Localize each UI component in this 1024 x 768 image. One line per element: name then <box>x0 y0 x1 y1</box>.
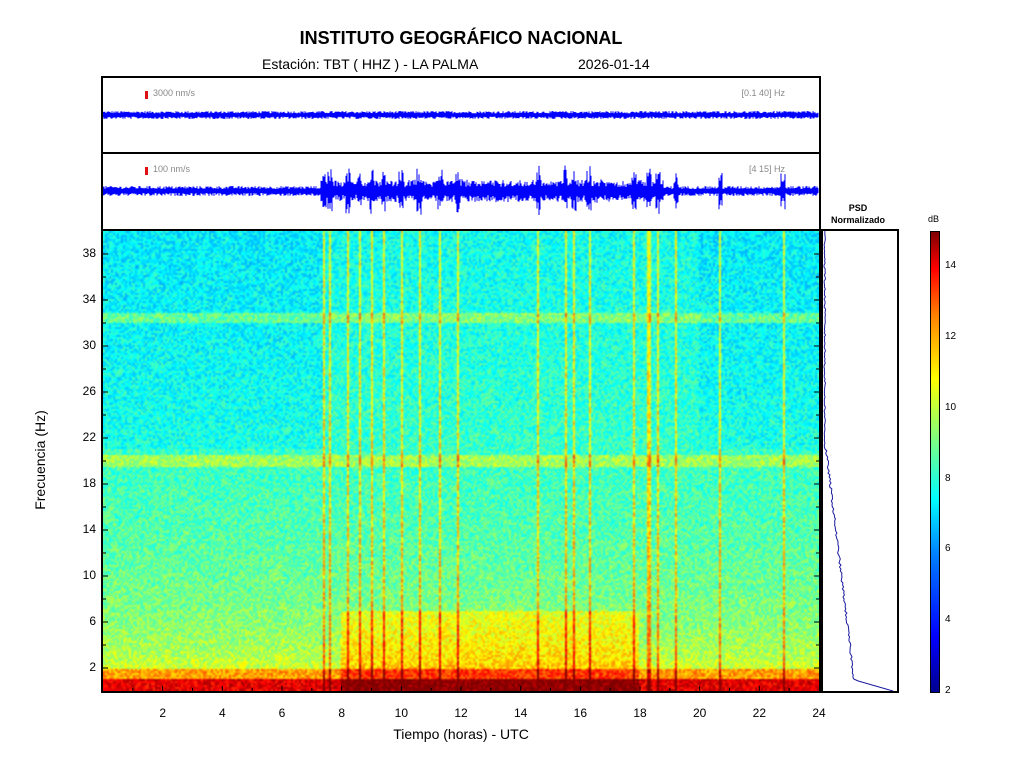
date-label: 2026-01-14 <box>578 56 650 72</box>
scale-bar-marker <box>145 167 148 175</box>
spectrogram-heatmap <box>103 231 819 691</box>
colorbar-tick-label: 6 <box>945 543 951 555</box>
x-tick-label: 24 <box>812 706 826 720</box>
y-tick-label: 34 <box>82 292 96 306</box>
psd-curve <box>823 231 894 691</box>
waveform-path <box>103 111 819 119</box>
colorbar-unit: dB <box>928 214 940 224</box>
colorbar-tick-label: 2 <box>945 685 951 696</box>
trace-band-label: [0.1 40] Hz <box>741 88 785 98</box>
colorbar-tick-label: 8 <box>945 472 951 484</box>
x-tick-label: 8 <box>338 706 345 720</box>
y-axis-label: Frecuencia (Hz) <box>32 410 48 510</box>
x-tick-label: 10 <box>394 706 408 720</box>
x-axis-label: Tiempo (horas) - UTC <box>393 726 529 742</box>
waveform-path <box>103 165 819 215</box>
y-tick-label: 10 <box>82 568 96 582</box>
x-tick-label: 18 <box>633 706 647 720</box>
x-tick-label: 6 <box>278 706 286 720</box>
psd-panel <box>821 229 899 693</box>
psd-title: PSD Normalizado <box>815 202 901 226</box>
x-tick-label: 14 <box>513 706 528 720</box>
colorbar-tick-label: 10 <box>945 401 957 413</box>
x-tick-label: 22 <box>752 706 766 720</box>
colorbar-tick-label: 14 <box>945 260 957 272</box>
page-title: INSTITUTO GEOGRÁFICO NACIONAL <box>299 28 623 48</box>
x-tick-label: 12 <box>454 706 468 720</box>
broadband-waveform <box>103 111 819 119</box>
y-tick-label: 26 <box>82 384 96 398</box>
x-tick-label: 20 <box>692 706 707 720</box>
x-tick-label: 2 <box>159 706 166 720</box>
y-tick-label: 22 <box>82 430 96 444</box>
colorbar-tick-label: 4 <box>945 614 951 626</box>
x-tick-label: 4 <box>218 706 226 720</box>
y-tick-label: 30 <box>82 338 96 352</box>
trace-band-label: [4 15] Hz <box>748 164 785 174</box>
scale-bar-marker <box>145 91 148 99</box>
trace-scale-label: 3000 nm/s <box>153 88 196 98</box>
spectrogram-panel <box>101 229 821 693</box>
psd-title-line2: Normalizado <box>830 215 885 225</box>
y-tick-label: 18 <box>82 476 96 490</box>
psd-title-line1: PSD <box>848 203 868 213</box>
y-tick-label: 14 <box>82 522 96 536</box>
x-tick-label: 16 <box>573 706 587 720</box>
y-tick-label: 6 <box>89 614 96 628</box>
station-label: Estación: TBT ( HHZ ) - LA PALMA <box>262 56 479 72</box>
colorbar-tick-label: 12 <box>945 331 957 343</box>
colorbar <box>930 231 940 693</box>
psd-line <box>823 231 894 691</box>
y-tick-label: 2 <box>89 660 96 674</box>
filtered-trace-panel: 100 nm/s [4 15] Hz <box>101 152 821 231</box>
trace-scale-label: 100 nm/s <box>153 164 191 174</box>
filtered-waveform <box>103 165 819 215</box>
y-tick-label: 38 <box>82 246 96 260</box>
broadband-trace-panel: 3000 nm/s [0.1 40] Hz <box>101 76 821 155</box>
